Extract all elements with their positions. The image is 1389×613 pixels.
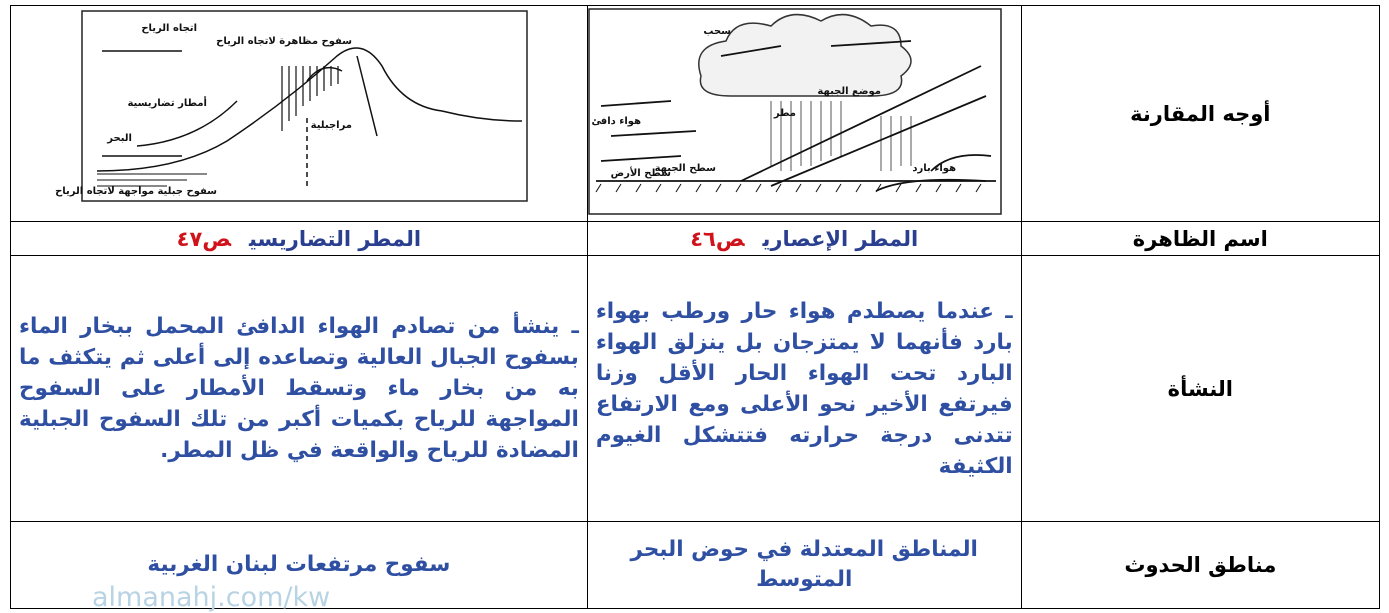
diagram-label: سطح الجبهة [654,163,716,174]
frontal-diagram: سحب هواء دافئ هواء بارد مطر سطح الجبهة س… [587,8,1002,215]
diagram-label: مراجبلية [310,120,351,131]
origin-text: ـ ينشأ من تصادم الهواء الدافئ المحمل ببخ… [10,255,588,522]
region-text: المناطق المعتدلة في حوض البحر المتوسط [586,521,1022,609]
orographic-diagram: اتجاه الرياح سفوح مظاهرة لاتجاه الرياح أ… [55,10,528,202]
watermark: almanahj.com/kw [92,582,331,613]
origin-text: ـ عندما يصطدم هواء حار ورطب بهواء بارد ف… [586,255,1022,522]
phenomenon-name: المطر الإعصاري ص٤٦ [586,221,1022,256]
row-header: اسم الظاهرة [1020,221,1381,256]
diagram-label: هواء دافئ [591,116,641,127]
region-text: سفوح مرتفعات لبنان الغربية [10,521,588,609]
diagram-label: سحب [703,26,731,37]
page-ref: ص٤٦ [690,226,745,251]
diagram-label: أمطار تضاريسية [127,96,207,109]
diagram-label: مطر [773,108,796,119]
row-header: مناطق الحدوث [1020,521,1381,609]
name-text: المطر الإعصاري [762,226,919,251]
orographic-diagram-cell: اتجاه الرياح سفوح مظاهرة لاتجاه الرياح أ… [10,5,588,222]
page-ref: ص٤٧ [176,226,231,251]
diagram-label: سفوح مظاهرة لاتجاه الرياح [216,36,352,47]
diagram-label: سفوح جبلية مواجهة لاتجاه الرياح [55,186,217,197]
diagram-label: هواء بارد [912,163,956,174]
diagram-label: اتجاه الرياح [141,23,197,34]
diagram-label: البحر [106,133,132,144]
diagram-label: موضع الجبهة [817,86,881,97]
diagram-label: سطح الأرض [610,166,671,179]
frontal-diagram-cell: سحب هواء دافئ هواء بارد مطر سطح الجبهة س… [586,5,1022,222]
comparison-table: أوجه المقارنة سحب هواء دافئ [10,5,1381,609]
row-header: أوجه المقارنة [1020,5,1381,222]
name-text: المطر التضاريسي [248,226,422,251]
phenomenon-name: المطر التضاريسي ص٤٧ [10,221,588,256]
row-header: النشأة [1020,255,1381,522]
